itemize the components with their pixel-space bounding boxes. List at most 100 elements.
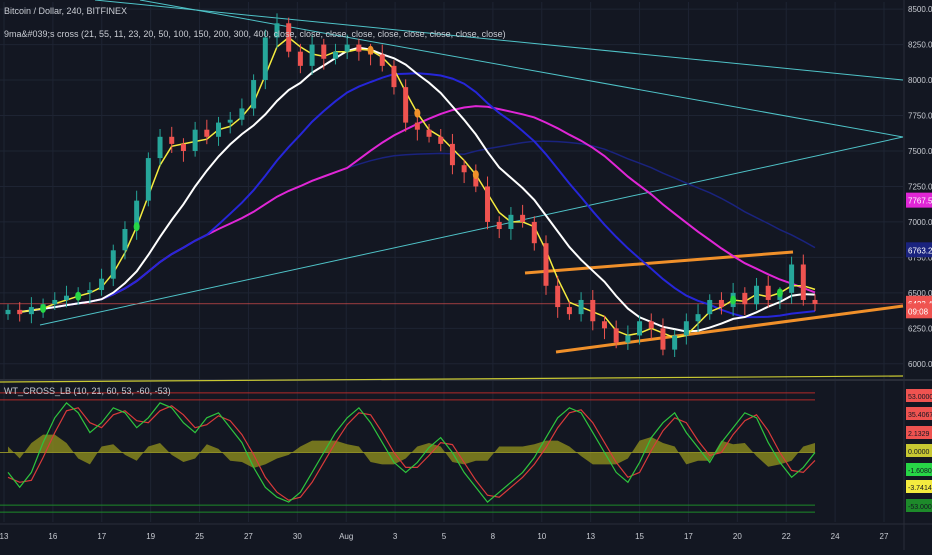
oscillator-axis-label: -1.6080	[908, 468, 932, 475]
price-axis-label: 8000.0	[908, 76, 932, 85]
candle-body	[578, 299, 584, 315]
candle-body	[356, 44, 362, 52]
price-axis-label: 8250.0	[908, 41, 932, 50]
oscillator-label: WT_CROSS_LB (10, 21, 60, 53, -60, -53)	[4, 386, 171, 396]
candle-body	[695, 314, 701, 322]
cross-signal-dot	[776, 288, 783, 298]
ma-indicator-label: 9ma&#039;s cross (21, 55, 11, 23, 20, 50…	[4, 29, 506, 39]
oscillator-axis-label: 53.0000	[908, 394, 932, 401]
candle-body	[251, 80, 257, 109]
price-axis-label: 7250.0	[908, 182, 932, 191]
price-axis-label: 8500.0	[908, 5, 932, 14]
candle-body	[812, 299, 818, 304]
oscillator-axis-label: 35.4067	[908, 412, 932, 419]
ma-line-magenta	[31, 105, 816, 312]
candle-body	[403, 87, 409, 123]
oscillator-axis-label: 2.1329	[908, 431, 930, 438]
candle-body	[718, 299, 724, 308]
oscillator-badge	[906, 499, 932, 512]
candle-body	[122, 229, 128, 251]
candle-body	[204, 129, 210, 137]
candle-body	[508, 214, 514, 230]
candle-body	[660, 328, 666, 350]
candle-body	[613, 328, 619, 343]
cross-signal-dot	[414, 108, 421, 118]
price-badge	[906, 303, 932, 319]
candle-body	[683, 321, 689, 336]
oscillator-axis-label: 0.0000	[908, 449, 930, 456]
candle-body	[227, 119, 233, 123]
candle-body	[134, 200, 140, 230]
price-badge-label: 6763.2	[908, 246, 932, 255]
price-axis-label: 6250.0	[908, 324, 932, 333]
oscillator-badge	[906, 426, 932, 439]
oscillator-axis-label: -53.0000	[908, 504, 932, 511]
time-axis-label: 17	[97, 532, 106, 541]
candle-body	[438, 136, 444, 144]
candle-body	[754, 285, 760, 305]
candle-body	[391, 65, 397, 88]
candle-body	[637, 321, 643, 336]
price-axis-label: 6750.0	[908, 253, 932, 262]
price-axis-label: 6500.0	[908, 289, 932, 298]
candle-body	[180, 143, 186, 151]
candle-body	[461, 165, 467, 173]
candle-body	[17, 309, 23, 315]
candle-body	[145, 158, 151, 201]
price-axis-label: 7750.0	[908, 112, 932, 121]
price-badge	[906, 242, 932, 258]
candle-body	[379, 54, 385, 66]
time-axis-label: 22	[782, 532, 791, 541]
candle-body	[169, 136, 175, 144]
candle-body	[52, 299, 58, 305]
candle-body	[28, 307, 34, 315]
oscillator-axis-label: -3.7414	[908, 485, 932, 492]
oscillator-line-green	[7, 402, 816, 503]
oscillator-badge	[906, 444, 932, 457]
candle-body	[192, 129, 198, 151]
candle-body	[800, 264, 806, 300]
candle-body	[426, 129, 432, 137]
cross-signal-dot	[730, 295, 737, 305]
time-axis-label: 25	[195, 532, 204, 541]
trend-line	[139, 0, 904, 138]
candle-body	[332, 51, 338, 59]
candle-body	[473, 172, 479, 187]
ma-line-blue	[31, 72, 816, 319]
candle-body	[531, 221, 537, 244]
candle-body	[110, 250, 116, 279]
time-axis-label: 27	[880, 532, 889, 541]
time-axis-label: 3	[393, 532, 398, 541]
candle-body	[496, 221, 502, 230]
candle-body	[87, 290, 93, 293]
candle-body	[648, 321, 654, 329]
time-axis-label: 17	[684, 532, 693, 541]
candle-body	[707, 299, 713, 315]
candle-body	[765, 285, 771, 300]
symbol-title: Bitcoin / Dollar, 240, BITFINEX	[4, 6, 128, 16]
cross-signal-dot	[75, 291, 82, 301]
cross-signal-dot	[472, 170, 479, 180]
oscillator-histogram	[8, 434, 815, 468]
candle-body	[321, 44, 327, 59]
candle-body	[414, 122, 420, 130]
time-axis-label: 30	[293, 532, 302, 541]
trend-line	[0, 375, 904, 383]
time-axis-label: 13	[586, 532, 595, 541]
candle-body	[5, 309, 11, 315]
time-axis-label: 20	[733, 532, 742, 541]
candle-body	[590, 299, 596, 322]
channel-lower	[555, 304, 904, 354]
cross-signal-dot	[367, 45, 374, 55]
candle-body	[543, 243, 549, 286]
cross-signal-dot	[133, 222, 140, 232]
time-axis-label: 10	[537, 532, 546, 541]
candle-body	[601, 321, 607, 329]
candle-body	[274, 23, 280, 38]
candle-body	[566, 307, 572, 315]
candle-body	[672, 335, 678, 350]
candle-body	[297, 51, 303, 66]
oscillator-badge	[906, 463, 932, 476]
